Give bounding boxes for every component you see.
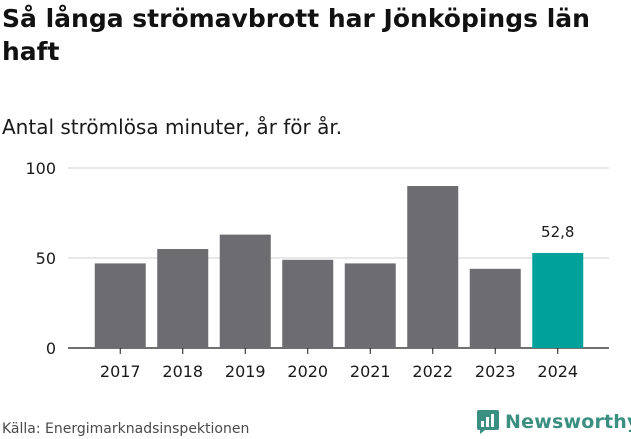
bar-2024 [532,252,584,348]
data-label-2024: 52,8 [541,223,574,241]
x-tick-label-2024: 2024 [537,362,578,381]
y-tick-label: 0 [46,339,56,358]
chart-subtitle: Antal strömlösa minuter, år för år. [2,115,343,139]
y-tick-label: 50 [36,249,56,268]
bar-2017 [94,263,146,348]
chart-title: Så långa strömavbrott har Jönköpings län… [2,4,590,66]
x-tick-label-2023: 2023 [475,362,516,381]
newsworthy-logo-icon [477,410,499,434]
x-tick-label-2020: 2020 [287,362,328,381]
grid-lines [68,167,609,349]
bars [94,186,584,348]
bar-chart: 52,8 0 50 100 2017 2018 2019 2020 2021 2022 2023… [25,159,609,381]
source-note: Källa: Energimarknadsinspektionen [2,421,250,437]
bar-2023 [469,268,521,348]
x-tick-label-2017: 2017 [100,362,141,381]
bar-2019 [219,234,271,348]
bar-2021 [344,263,396,348]
x-axis-ticks: 2017 2018 2019 2020 2021 2022 2023 2024 [100,348,578,381]
brand-name: Newsworthy [505,411,631,433]
bar-2018 [157,249,209,348]
bar-2020 [282,259,334,348]
y-axis-ticks: 0 50 100 [25,159,56,358]
brand-logo: Newsworthy [476,408,631,436]
y-tick-label: 100 [25,159,56,178]
x-tick-label-2018: 2018 [162,362,203,381]
data-labels: 52,8 [541,223,574,241]
x-tick-label-2022: 2022 [412,362,453,381]
x-tick-label-2019: 2019 [225,362,266,381]
x-tick-label-2021: 2021 [350,362,391,381]
bar-2022 [407,186,459,348]
